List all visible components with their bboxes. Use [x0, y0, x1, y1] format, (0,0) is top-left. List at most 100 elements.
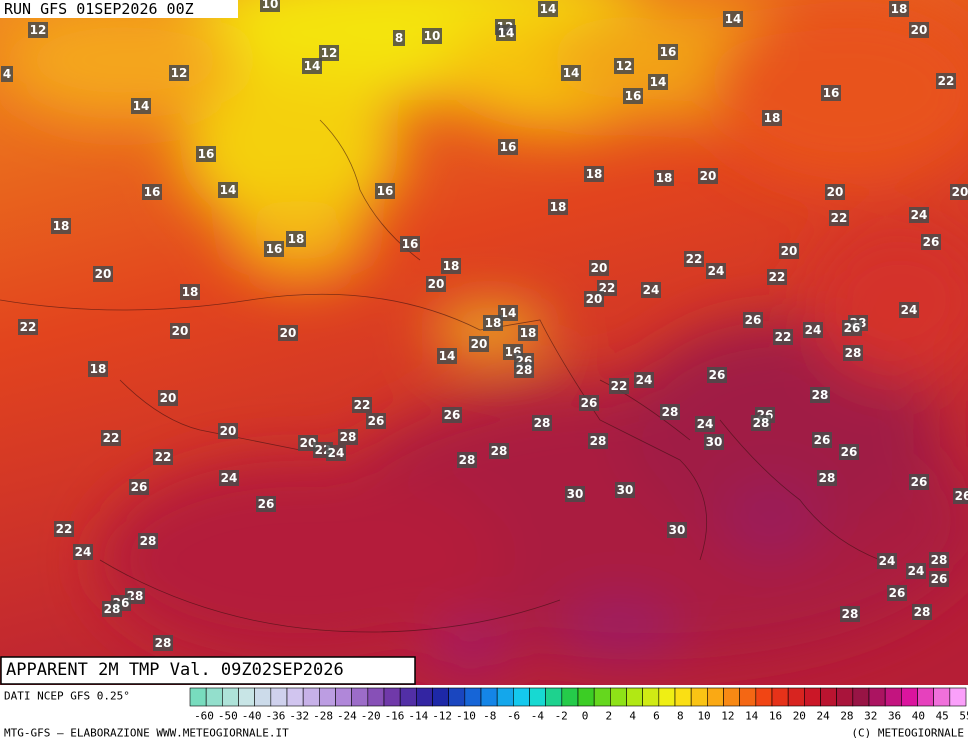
- temperature-label: 16: [823, 86, 840, 100]
- temperature-label: 28: [155, 636, 172, 650]
- legend-swatch: [351, 687, 369, 707]
- temperature-labels: 1210810121414141820412141214121614161622…: [1, 0, 968, 651]
- label-box: [278, 325, 298, 341]
- temperature-label: 22: [611, 379, 628, 393]
- legend-tick-label: -32: [289, 710, 309, 723]
- legend-swatch: [884, 687, 902, 707]
- temperature-label: 14: [500, 306, 517, 320]
- label-box: [170, 323, 190, 339]
- label-box: [704, 434, 724, 450]
- label-box: [426, 276, 446, 292]
- temperature-label: 24: [75, 545, 92, 559]
- temperature-label: 28: [340, 430, 357, 444]
- label-box: [825, 184, 845, 200]
- title-box: [0, 656, 416, 685]
- legend-tick-label: -60: [194, 710, 214, 723]
- label-box: [483, 315, 503, 331]
- legend-tick-label: 8: [677, 710, 684, 723]
- label-box: [326, 445, 346, 461]
- label-box: [821, 85, 841, 101]
- label-box: [375, 183, 395, 199]
- legend-tick-label: -8: [483, 710, 496, 723]
- label-box: [634, 372, 654, 388]
- label-box: [817, 470, 837, 486]
- temperature-label: 28: [662, 405, 679, 419]
- label-box: [102, 601, 122, 617]
- temperature-label: 30: [617, 483, 634, 497]
- label-box: [614, 58, 634, 74]
- label-box: [101, 430, 121, 446]
- legend-swatch: [690, 687, 708, 707]
- legend-tick-label: 0: [582, 710, 589, 723]
- temperature-label: 14: [133, 99, 150, 113]
- label-box: [609, 378, 629, 394]
- temperature-label: 26: [258, 497, 275, 511]
- legend-tick-label: 2: [606, 710, 613, 723]
- temperature-label: 4: [3, 67, 11, 81]
- legend-swatch: [739, 687, 757, 707]
- legend-swatch: [319, 687, 336, 707]
- legend-swatch: [416, 687, 433, 707]
- temperature-label: 20: [220, 424, 237, 438]
- temperature-label: 24: [221, 471, 238, 485]
- run-label: RUN GFS 01SEP2026 00Z: [4, 0, 194, 18]
- temperature-label: 22: [775, 330, 792, 344]
- temperature-label: 22: [103, 431, 120, 445]
- label-box: [218, 182, 238, 198]
- legend-swatch: [335, 687, 352, 707]
- temperature-label: 16: [198, 147, 215, 161]
- temperature-label: 28: [845, 346, 862, 360]
- source-note: DATI NCEP GFS 0.25°: [4, 690, 130, 703]
- label-box: [889, 1, 909, 17]
- label-box: [877, 553, 897, 569]
- legend-swatch: [367, 687, 385, 707]
- legend-swatch: [787, 687, 805, 707]
- legend-tick-label: 14: [745, 710, 759, 723]
- legend-swatch: [496, 687, 514, 707]
- temperature-label: 12: [30, 23, 47, 37]
- temperature-label: 28: [534, 416, 551, 430]
- legend-tick-label: -28: [313, 710, 333, 723]
- temperature-label: 16: [144, 185, 161, 199]
- temperature-label: 28: [491, 444, 508, 458]
- legend-swatch: [529, 687, 546, 707]
- legend-tick-label: 40: [912, 710, 925, 723]
- label-box: [561, 65, 581, 81]
- temperature-label: 28: [812, 388, 829, 402]
- label-box: [131, 98, 151, 114]
- temperature-label: 28: [516, 363, 533, 377]
- label-box: [658, 44, 678, 60]
- coastline: [0, 119, 881, 633]
- label-box: [695, 416, 715, 432]
- temperature-label: 22: [938, 74, 955, 88]
- color-legend: -60 -50 -40 -36 -32 -28 -24 -20 -16 -14 -12 -10 -8 -6…: [189, 687, 968, 723]
- label-box: [648, 74, 668, 90]
- label-box: [54, 521, 74, 537]
- label-box: [302, 58, 322, 74]
- temperature-label: 24: [697, 417, 714, 431]
- label-box: [196, 146, 216, 162]
- label-box: [723, 11, 743, 27]
- temperature-label: 22: [56, 522, 73, 536]
- temperature-label: 28: [459, 453, 476, 467]
- temperature-label: 26: [444, 408, 461, 422]
- legend-tick-label: -20: [361, 710, 381, 723]
- label-box: [762, 110, 782, 126]
- temperature-label: 28: [842, 607, 859, 621]
- label-box: [286, 231, 306, 247]
- label-box: [684, 251, 704, 267]
- temperature-label: 26: [745, 313, 762, 327]
- label-box: [489, 443, 509, 459]
- temperature-label: 20: [586, 292, 603, 306]
- temperature-label: 26: [931, 572, 948, 586]
- label-box: [393, 30, 405, 46]
- label-box: [584, 166, 604, 182]
- legend-swatch: [626, 687, 643, 707]
- legend-tick-label: 10: [697, 710, 710, 723]
- legend-swatch: [707, 687, 724, 707]
- temperature-label: 30: [567, 487, 584, 501]
- legend-swatch: [820, 687, 837, 707]
- temperature-label: 16: [625, 89, 642, 103]
- legend-swatch: [222, 687, 239, 707]
- legend-swatch: [205, 687, 223, 707]
